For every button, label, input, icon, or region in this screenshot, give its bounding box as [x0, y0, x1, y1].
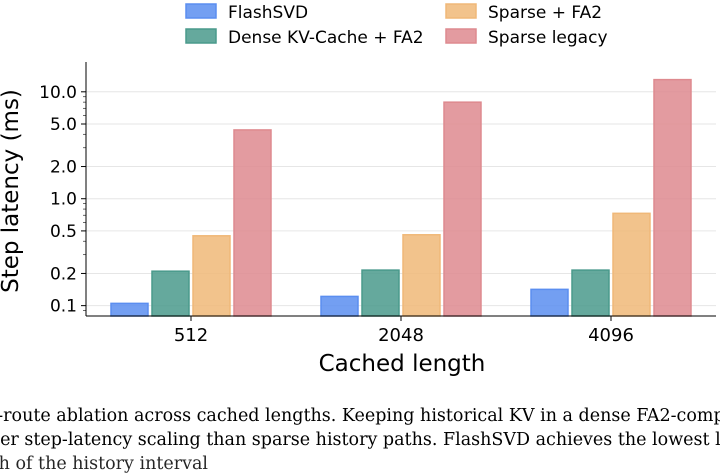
bar-sparse-fa2-512 — [192, 235, 231, 317]
legend-label: FlashSVD — [228, 3, 308, 23]
bar-flashsvd-4096 — [530, 288, 569, 317]
caption-line-2: tter step-latency scaling than sparse hi… — [0, 430, 720, 450]
caption-line-3: ith of the history interval — [0, 454, 209, 474]
y-tick-label: 5.0 — [50, 115, 77, 135]
legend-label: Dense KV-Cache + FA2 — [228, 28, 424, 48]
legend-swatch — [185, 28, 217, 44]
bar-sparse-fa2-2048 — [402, 234, 441, 317]
bar-dense-kv-cache-fa2-512 — [151, 270, 190, 317]
x-tick-label: 512 — [174, 325, 208, 346]
y-tick-label: 0.5 — [50, 222, 77, 242]
legend-swatch — [185, 3, 217, 19]
y-tick-label: 1.0 — [50, 190, 77, 210]
bar-dense-kv-cache-fa2-2048 — [361, 269, 400, 317]
y-tick-label: 10.0 — [39, 83, 77, 103]
bar-sparse-legacy-2048 — [443, 101, 482, 317]
caption-line-1: n-route ablation across cached lengths. … — [0, 406, 720, 426]
legend-label: Sparse + FA2 — [488, 3, 602, 23]
bar-chart-svg: 0.1 0.2 0.5 1.0 2.0 5.0 10.0 512 2048 4096 Cached … — [0, 3, 716, 377]
legend-label: Sparse legacy — [488, 28, 608, 48]
x-tick-label: 4096 — [588, 325, 634, 346]
y-tick-label: 0.1 — [50, 297, 77, 317]
bar-sparse-fa2-4096 — [612, 212, 651, 317]
chart: 0.1 0.2 0.5 1.0 2.0 5.0 10.0 512 2048 4096 Cached … — [0, 3, 716, 377]
bar-sparse-legacy-4096 — [653, 78, 692, 317]
y-tick-label: 0.2 — [50, 264, 77, 284]
y-tick-label: 2.0 — [50, 158, 77, 178]
bar-sparse-legacy-512 — [233, 129, 272, 317]
x-tick-label: 2048 — [378, 325, 424, 346]
bar-flashsvd-512 — [110, 302, 149, 317]
figure-caption: n-route ablation across cached lengths. … — [0, 404, 720, 476]
bar-dense-kv-cache-fa2-4096 — [571, 269, 610, 317]
legend-swatch — [445, 28, 477, 44]
bar-flashsvd-2048 — [320, 295, 359, 317]
legend-swatch — [445, 3, 477, 19]
x-axis-label: Cached length — [319, 351, 486, 377]
y-axis-label: Step latency (ms) — [0, 89, 24, 293]
